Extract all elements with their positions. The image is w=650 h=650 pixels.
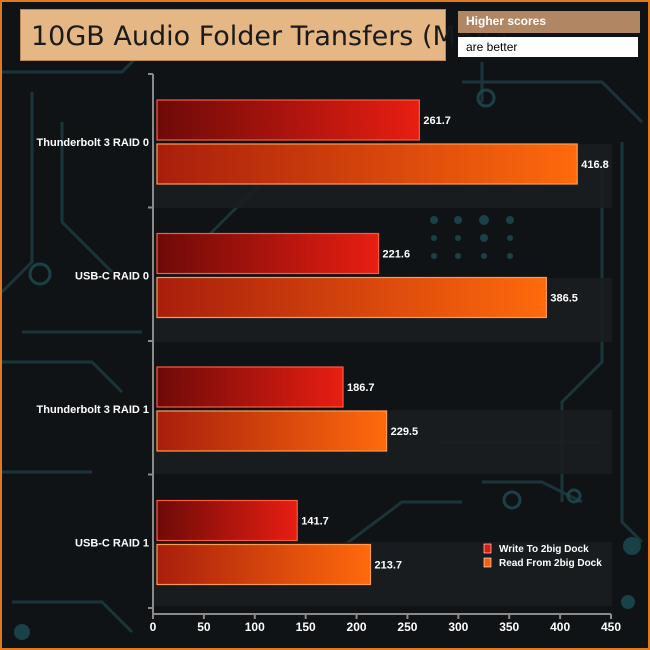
legend-swatch-read xyxy=(483,557,492,568)
x-tick-label-8: 400 xyxy=(550,620,570,634)
x-tick-label-7: 350 xyxy=(499,620,519,634)
bar-read-1 xyxy=(156,276,547,319)
bar-write-2 xyxy=(156,366,344,408)
are-better-note: are better xyxy=(458,37,638,57)
value-label-write-3: 141.7 xyxy=(301,516,329,528)
category-label-3: USB-C RAID 1 xyxy=(75,538,149,550)
chart-title-box: 10GB Audio Folder Transfers (MB/s) xyxy=(20,9,508,61)
bar-write-3 xyxy=(156,499,298,542)
bar-read-2 xyxy=(156,410,388,452)
category-label-1: USB-C RAID 0 xyxy=(75,271,149,283)
value-label-write-0: 261.7 xyxy=(423,115,451,127)
x-tick-label-5: 250 xyxy=(397,620,417,634)
x-tick-label-0: 0 xyxy=(150,620,157,634)
x-tick-label-1: 50 xyxy=(197,620,211,634)
x-tick-label-3: 150 xyxy=(296,620,316,634)
value-label-read-2: 229.5 xyxy=(391,426,419,438)
bar-write-1 xyxy=(156,232,380,275)
value-label-write-2: 186.7 xyxy=(347,382,375,394)
value-label-read-3: 213.7 xyxy=(374,560,402,572)
higher-scores-note: Higher scores xyxy=(458,11,640,33)
chart-title: 10GB Audio Folder Transfers (MB/s) xyxy=(31,21,508,52)
value-label-read-0: 416.8 xyxy=(581,159,609,171)
x-tick-label-9: 450 xyxy=(601,620,621,634)
category-label-2: Thunderbolt 3 RAID 1 xyxy=(37,404,149,416)
value-label-write-1: 221.6 xyxy=(383,249,411,261)
x-tick-label-6: 300 xyxy=(448,620,468,634)
bar-write-0 xyxy=(156,99,420,141)
bar-read-0 xyxy=(156,143,578,185)
x-tick-label-4: 200 xyxy=(347,620,367,634)
bar-read-3 xyxy=(156,543,372,586)
category-label-0: Thunderbolt 3 RAID 0 xyxy=(37,137,149,149)
legend-label-write: Write To 2big Dock xyxy=(499,544,589,555)
x-tick-label-2: 100 xyxy=(245,620,265,634)
value-label-read-1: 386.5 xyxy=(550,293,578,305)
legend-swatch-write xyxy=(483,543,492,554)
legend-label-read: Read From 2big Dock xyxy=(499,558,602,569)
